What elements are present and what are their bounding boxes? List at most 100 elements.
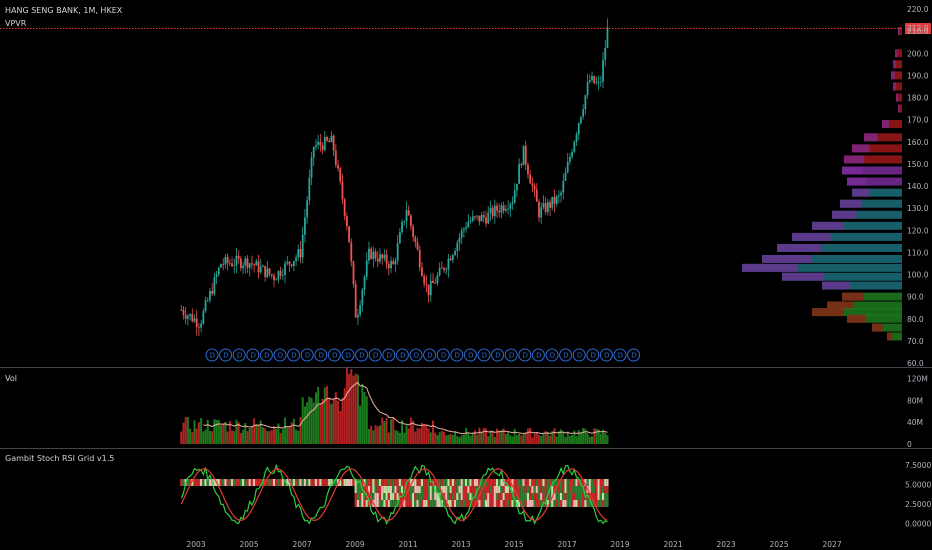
dividend-marker[interactable]: D bbox=[450, 348, 464, 362]
volume-bar bbox=[326, 386, 328, 444]
dividend-marker[interactable]: D bbox=[423, 348, 437, 362]
price-axis[interactable]: 220.0 210.0 200.0 190.0 180.0 170.0 160.0 150.0… bbox=[907, 5, 929, 368]
dividend-marker[interactable]: D bbox=[627, 348, 641, 362]
candle-body bbox=[573, 141, 576, 152]
osc-grid-cell bbox=[500, 500, 503, 507]
vpvr-bar bbox=[842, 166, 902, 175]
dividend-marker[interactable]: D bbox=[613, 348, 627, 362]
dividend-circle bbox=[572, 348, 586, 362]
osc-grid-cell bbox=[427, 486, 430, 493]
volume-axis[interactable]: 120M 80M 40M 0 bbox=[907, 374, 928, 449]
volume-bar bbox=[449, 433, 452, 444]
dividend-marker[interactable]: D bbox=[287, 348, 301, 362]
volume-bar bbox=[250, 426, 253, 444]
osc-grid-cell bbox=[544, 493, 547, 500]
dividend-marker[interactable]: D bbox=[477, 348, 491, 362]
osc-grid-cell bbox=[400, 479, 404, 486]
oscillator-axis[interactable]: 7.5000 5.0000 2.5000 0.0000 bbox=[905, 461, 931, 529]
price-pane[interactable] bbox=[180, 18, 609, 337]
dividend-marker[interactable]: D bbox=[355, 348, 369, 362]
volume-bar bbox=[332, 398, 335, 444]
osc-grid-cell bbox=[520, 479, 523, 486]
volume-pane[interactable] bbox=[180, 367, 609, 444]
osc-grid-cell bbox=[498, 486, 501, 493]
dividend-marker[interactable]: D bbox=[436, 348, 450, 362]
dividend-marker[interactable]: D bbox=[314, 348, 328, 362]
osc-grid-cell bbox=[460, 500, 463, 507]
osc-grid-cell bbox=[303, 479, 307, 486]
dividend-marker[interactable]: D bbox=[491, 348, 505, 362]
osc-grid-cell bbox=[571, 486, 574, 493]
dividend-marker[interactable]: D bbox=[259, 348, 273, 362]
dividend-marker[interactable]: D bbox=[559, 348, 573, 362]
osc-grid-cell bbox=[387, 479, 390, 486]
dividend-circle bbox=[219, 348, 233, 362]
osc-grid-cell bbox=[551, 479, 554, 486]
osc-grid-cell bbox=[606, 493, 609, 500]
dividend-marker[interactable]: D bbox=[572, 348, 586, 362]
dividend-marker[interactable]: D bbox=[273, 348, 287, 362]
volume-ma-line bbox=[203, 381, 608, 435]
dividend-marker[interactable]: D bbox=[246, 348, 260, 362]
osc-grid-cell bbox=[352, 479, 355, 486]
vpvr-bar-overlay bbox=[847, 177, 867, 186]
osc-grid-cell bbox=[529, 486, 532, 493]
price-tick-label: 110.0 bbox=[907, 248, 929, 257]
dividend-marker[interactable]: D bbox=[545, 348, 559, 362]
dividend-marker[interactable]: D bbox=[518, 348, 532, 362]
vpvr-bar-overlay bbox=[893, 82, 897, 91]
volume-bar bbox=[487, 436, 490, 444]
dividend-marker[interactable]: D bbox=[599, 348, 613, 362]
dividend-marker[interactable]: D bbox=[531, 348, 545, 362]
candle-body bbox=[509, 204, 512, 209]
osc-grid-cell bbox=[524, 493, 527, 500]
dividend-marker[interactable]: D bbox=[409, 348, 423, 362]
osc-grid-cell bbox=[533, 479, 536, 486]
dividend-circle bbox=[368, 348, 382, 362]
candle-body bbox=[478, 215, 481, 222]
time-axis[interactable]: 2003 2005 2007 2009 2011 2013 2015 2017 2019 2021… bbox=[187, 540, 842, 549]
dividend-marker[interactable]: D bbox=[586, 348, 600, 362]
dividend-marker[interactable]: D bbox=[219, 348, 233, 362]
osc-grid-cell bbox=[191, 479, 194, 486]
dividend-marker[interactable]: D bbox=[382, 348, 396, 362]
osc-grid-cell bbox=[237, 479, 240, 486]
osc-grid-cell bbox=[431, 500, 435, 507]
dividend-marker[interactable]: D bbox=[327, 348, 341, 362]
last-price-badge bbox=[905, 23, 931, 34]
volume-bar bbox=[584, 428, 587, 444]
candle-body bbox=[540, 207, 543, 218]
vpvr-bar-overlay bbox=[777, 243, 821, 252]
dividend-marker[interactable]: D bbox=[395, 348, 409, 362]
volume-bar bbox=[361, 383, 364, 444]
osc-grid-cell bbox=[465, 500, 468, 507]
candle-body bbox=[403, 221, 406, 223]
dividend-letter: D bbox=[604, 352, 609, 360]
candle-body bbox=[465, 227, 468, 229]
dividend-marker[interactable]: D bbox=[205, 348, 219, 362]
time-tick-label: 2009 bbox=[346, 540, 365, 549]
vpvr-bar bbox=[891, 71, 902, 80]
dividend-marker[interactable]: D bbox=[368, 348, 382, 362]
osc-grid-cell bbox=[511, 486, 514, 493]
dividend-marker[interactable]: D bbox=[463, 348, 477, 362]
osc-grid-cell bbox=[317, 479, 320, 486]
dividend-marker[interactable]: D bbox=[341, 348, 355, 362]
osc-grid-cell bbox=[400, 486, 404, 493]
osc-grid-cell bbox=[343, 479, 346, 486]
volume-bar bbox=[259, 420, 262, 444]
osc-grid-cell bbox=[440, 493, 443, 500]
osc-grid-cell bbox=[518, 500, 521, 507]
oscillator-pane[interactable] bbox=[180, 463, 609, 525]
osc-grid-cell bbox=[571, 479, 574, 486]
dividend-marker[interactable]: D bbox=[504, 348, 518, 362]
osc-grid-cell bbox=[586, 493, 589, 500]
dividend-marker[interactable]: D bbox=[300, 348, 314, 362]
osc-grid-cell bbox=[354, 500, 357, 507]
osc-grid-cell bbox=[471, 500, 474, 507]
dividend-marker[interactable]: D bbox=[232, 348, 246, 362]
osc-grid-cell bbox=[579, 479, 583, 486]
volume-bar bbox=[372, 430, 375, 444]
